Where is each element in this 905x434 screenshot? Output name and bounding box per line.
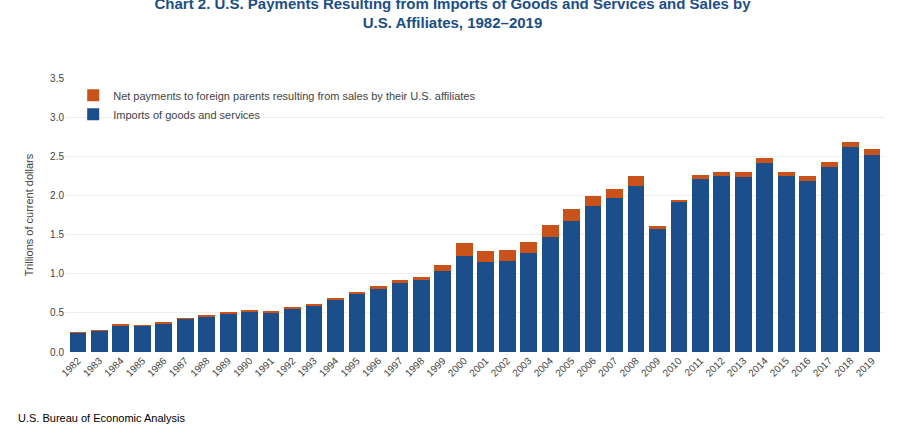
svg-text:1991: 1991 [253, 355, 277, 379]
svg-text:Net payments to foreign parent: Net payments to foreign parents resultin… [113, 90, 475, 102]
svg-text:1996: 1996 [360, 355, 384, 379]
svg-text:1.5: 1.5 [50, 229, 64, 240]
svg-text:2.5: 2.5 [50, 151, 64, 162]
svg-text:3.0: 3.0 [50, 112, 64, 123]
svg-text:2010: 2010 [660, 355, 684, 379]
svg-text:2011: 2011 [682, 355, 705, 378]
svg-text:1998: 1998 [403, 355, 427, 379]
svg-text:2004: 2004 [532, 355, 556, 379]
svg-text:1988: 1988 [188, 355, 212, 379]
svg-text:2006: 2006 [574, 355, 598, 379]
svg-text:1985: 1985 [124, 355, 148, 379]
svg-text:2014: 2014 [746, 355, 770, 379]
svg-text:0.5: 0.5 [50, 307, 64, 318]
svg-text:1989: 1989 [210, 355, 234, 379]
svg-text:1993: 1993 [295, 355, 319, 379]
svg-text:2016: 2016 [789, 355, 813, 379]
svg-text:0.0: 0.0 [50, 347, 64, 358]
svg-text:1983: 1983 [81, 355, 105, 379]
svg-text:2009: 2009 [639, 355, 663, 379]
svg-text:1.0: 1.0 [50, 268, 64, 279]
svg-text:2019: 2019 [854, 355, 878, 379]
svg-text:2000: 2000 [446, 355, 470, 379]
svg-text:1984: 1984 [102, 355, 126, 379]
svg-text:Imports of goods and services: Imports of goods and services [113, 109, 260, 121]
svg-text:2001: 2001 [467, 355, 491, 379]
svg-text:1990: 1990 [231, 355, 255, 379]
svg-text:2002: 2002 [489, 355, 513, 379]
svg-text:Trillions of current dollars: Trillions of current dollars [23, 153, 35, 276]
svg-text:2012: 2012 [703, 355, 727, 379]
svg-text:1999: 1999 [424, 355, 448, 379]
svg-text:1987: 1987 [167, 355, 191, 379]
svg-text:1997: 1997 [381, 355, 405, 379]
svg-text:1995: 1995 [338, 355, 362, 379]
svg-text:1986: 1986 [145, 355, 169, 379]
svg-text:2003: 2003 [510, 355, 534, 379]
svg-text:2008: 2008 [617, 355, 641, 379]
svg-text:2018: 2018 [832, 355, 856, 379]
svg-text:U.S. Bureau of Economic Analys: U.S. Bureau of Economic Analysis [18, 412, 185, 424]
svg-text:1982: 1982 [59, 355, 83, 379]
svg-text:1992: 1992 [274, 355, 298, 379]
svg-text:Chart 2. U.S. Payments Resulti: Chart 2. U.S. Payments Resulting from Im… [155, 0, 752, 31]
svg-text:2015: 2015 [768, 355, 792, 379]
svg-text:2005: 2005 [553, 355, 577, 379]
svg-text:1994: 1994 [317, 355, 341, 379]
svg-text:3.5: 3.5 [50, 73, 64, 84]
svg-text:2017: 2017 [811, 355, 835, 379]
svg-text:2013: 2013 [725, 355, 749, 379]
svg-text:2.0: 2.0 [50, 190, 64, 201]
svg-text:2007: 2007 [596, 355, 620, 379]
